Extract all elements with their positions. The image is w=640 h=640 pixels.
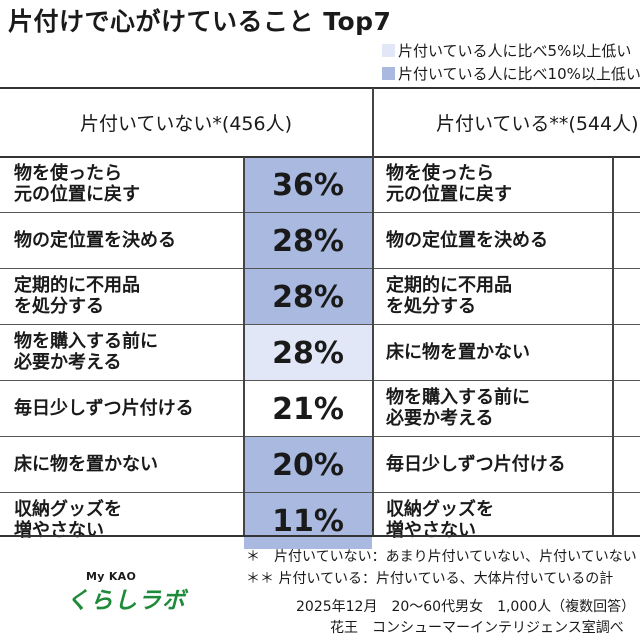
- page-title: 片付けで心がけていること Top7: [8, 7, 392, 36]
- row-divider: [0, 324, 640, 325]
- row-divider: [0, 380, 640, 381]
- tidy-item: 毎日少しずつ片付ける: [386, 453, 566, 475]
- tidy-item: 床に物を置かない: [386, 341, 530, 363]
- group-divider: [372, 88, 374, 535]
- row-divider: [0, 436, 640, 437]
- tidy-item: 物を購入する前に 必要か考える: [386, 387, 530, 429]
- row-divider: [0, 492, 640, 493]
- not-tidy-percent: 20%: [244, 437, 372, 493]
- tidy-item: 物を使ったら 元の位置に戻す: [386, 163, 512, 205]
- not-tidy-percent: 36%: [244, 157, 372, 213]
- not-tidy-item: 定期的に不用品 を処分する: [14, 275, 140, 317]
- table-row: 物を使ったら 元の位置に戻す 36% 物を使ったら 元の位置に戻す: [0, 157, 640, 213]
- tidy-item: 定期的に不用品 を処分する: [386, 275, 512, 317]
- header-bottom-border: [0, 156, 640, 158]
- table-row: 収納グッズを 増やさない 11% 収納グッズを 増やさない: [0, 493, 640, 549]
- table-row: 床に物を置かない 20% 毎日少しずつ片付ける: [0, 437, 640, 493]
- tidy-item: 物の定位置を決める: [386, 229, 548, 251]
- not-tidy-item: 物を使ったら 元の位置に戻す: [14, 163, 140, 205]
- not-tidy-item: 毎日少しずつ片付ける: [14, 397, 194, 419]
- legend-strong-label: 片付いている人に比べ10%以上低い: [398, 65, 640, 83]
- survey-source: 花王 コンシューマーインテリジェンス室調べ: [330, 620, 624, 636]
- kurashi-labo-logo: My KAO くらしラボ: [66, 570, 186, 615]
- legend-strong-swatch: [382, 67, 395, 80]
- legend-strong: 片付いている人に比べ10%以上低い: [382, 63, 640, 84]
- table-bottom-border: [0, 535, 640, 537]
- survey-info: 2025年12月 20～60代男女 1,000人（複数回答）: [296, 599, 636, 615]
- not-tidy-item: 物の定位置を決める: [14, 229, 176, 251]
- table-row: 定期的に不用品 を処分する 28% 定期的に不用品 を処分する: [0, 269, 640, 325]
- footnote-tidy: ＊＊ 片付いている：片付いている、大体片付いているの計: [246, 571, 614, 587]
- not-tidy-item: 床に物を置かない: [14, 453, 158, 475]
- not-tidy-percent: 28%: [244, 213, 372, 269]
- tidy-item: 収納グッズを 増やさない: [386, 499, 494, 541]
- header-tidy: 片付いている**(544人): [436, 112, 639, 135]
- legend-light: 片付いている人に比べ5%以上低い: [382, 40, 631, 61]
- legend-light-label: 片付いている人に比べ5%以上低い: [398, 42, 632, 60]
- row-divider: [0, 268, 640, 269]
- not-tidy-item: 物を購入する前に 必要か考える: [14, 331, 158, 373]
- not-tidy-percent: 21%: [272, 391, 344, 427]
- column-divider: [612, 157, 614, 535]
- not-tidy-item: 収納グッズを 増やさない: [14, 499, 122, 541]
- header-not-tidy: 片付いていない*(456人): [79, 112, 293, 135]
- not-tidy-percent: 28%: [244, 325, 372, 381]
- not-tidy-percent: 11%: [244, 493, 372, 549]
- column-divider: [243, 157, 245, 535]
- table-top-border: [0, 87, 640, 89]
- legend-light-swatch: [382, 44, 395, 57]
- row-divider: [0, 212, 640, 213]
- not-tidy-percent: 28%: [244, 269, 372, 325]
- logo-small-text: My KAO: [86, 570, 137, 583]
- table-row: 物の定位置を決める 28% 物の定位置を決める: [0, 213, 640, 269]
- table-row: 物を購入する前に 必要か考える 28% 床に物を置かない: [0, 325, 640, 381]
- footnote-not-tidy: ＊ 片付いていない：あまり片付いていない、片付いていない: [246, 549, 637, 565]
- logo-big-text: くらしラボ: [66, 588, 186, 614]
- table-row: 毎日少しずつ片付ける 21% 物を購入する前に 必要か考える: [0, 381, 640, 437]
